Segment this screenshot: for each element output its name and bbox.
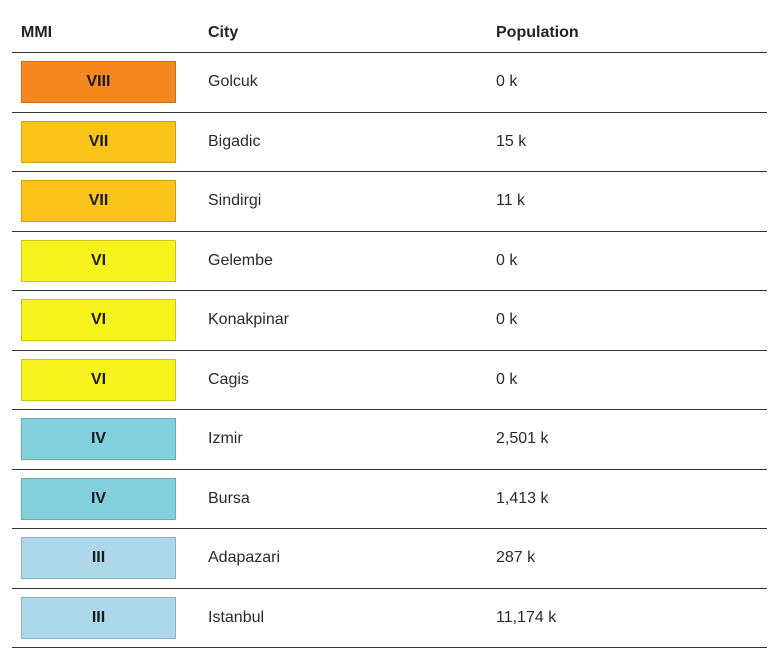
population-cell: 0 k (496, 311, 518, 329)
table-body: VIII Golcuk 0 k VII Bigadic 15 k VII Sindirgi 11… (12, 53, 767, 648)
mmi-badge: VII (21, 180, 176, 223)
population-cell: 15 k (496, 132, 527, 150)
city-cell: Gelembe (208, 251, 273, 269)
population-cell: 287 k (496, 549, 536, 567)
population-cell: 0 k (496, 73, 518, 91)
table-row: III Adapazari 287 k (12, 529, 767, 589)
city-cell: Bigadic (208, 132, 261, 150)
city-cell: Sindirgi (208, 192, 262, 210)
mmi-cell: IV (12, 418, 208, 461)
mmi-cell: VII (12, 180, 208, 223)
intensity-table: MMI City Population VIII Golcuk 0 k VII Biga… (12, 14, 767, 648)
mmi-cell: VII (12, 120, 208, 163)
city-cell: Konakpinar (208, 311, 289, 329)
city-cell: Cagis (208, 370, 249, 388)
city-cell: Golcuk (208, 73, 258, 91)
mmi-badge: VI (21, 239, 176, 282)
mmi-cell: VI (12, 239, 208, 282)
mmi-cell: VI (12, 299, 208, 342)
mmi-badge: III (21, 596, 176, 639)
mmi-badge: III (21, 537, 176, 580)
population-cell: 0 k (496, 251, 518, 269)
population-cell: 0 k (496, 370, 518, 388)
table-row: VI Gelembe 0 k (12, 232, 767, 291)
table-row: VI Cagis 0 k (12, 351, 767, 410)
mmi-badge: IV (21, 418, 176, 461)
mmi-badge: VII (21, 120, 176, 163)
table-row: VIII Golcuk 0 k (12, 53, 767, 113)
city-cell: Istanbul (208, 608, 265, 626)
population-cell: 11,174 k (496, 608, 557, 626)
table-row: VI Konakpinar 0 k (12, 291, 767, 351)
mmi-badge: IV (21, 477, 176, 520)
city-cell: Bursa (208, 489, 250, 507)
table-row: IV Izmir 2,501 k (12, 410, 767, 470)
mmi-cell: IV (12, 477, 208, 520)
mmi-cell: III (12, 596, 208, 639)
population-cell: 1,413 k (496, 489, 549, 507)
mmi-column-header: MMI (21, 24, 53, 41)
population-column-header: Population (496, 24, 579, 41)
table-row: III Istanbul 11,174 k (12, 589, 767, 648)
table-row: VII Sindirgi 11 k (12, 172, 767, 232)
mmi-badge: VI (21, 299, 176, 342)
mmi-cell: III (12, 537, 208, 580)
mmi-cell: VI (12, 358, 208, 401)
table-row: IV Bursa 1,413 k (12, 470, 767, 529)
table-header: MMI City Population (12, 14, 767, 53)
city-cell: Izmir (208, 430, 243, 448)
mmi-badge: VIII (21, 61, 176, 104)
mmi-cell: VIII (12, 61, 208, 104)
population-cell: 11 k (496, 192, 526, 210)
city-column-header: City (208, 24, 239, 41)
population-cell: 2,501 k (496, 430, 549, 448)
city-cell: Adapazari (208, 549, 281, 567)
table-row: VII Bigadic 15 k (12, 113, 767, 172)
mmi-badge: VI (21, 358, 176, 401)
